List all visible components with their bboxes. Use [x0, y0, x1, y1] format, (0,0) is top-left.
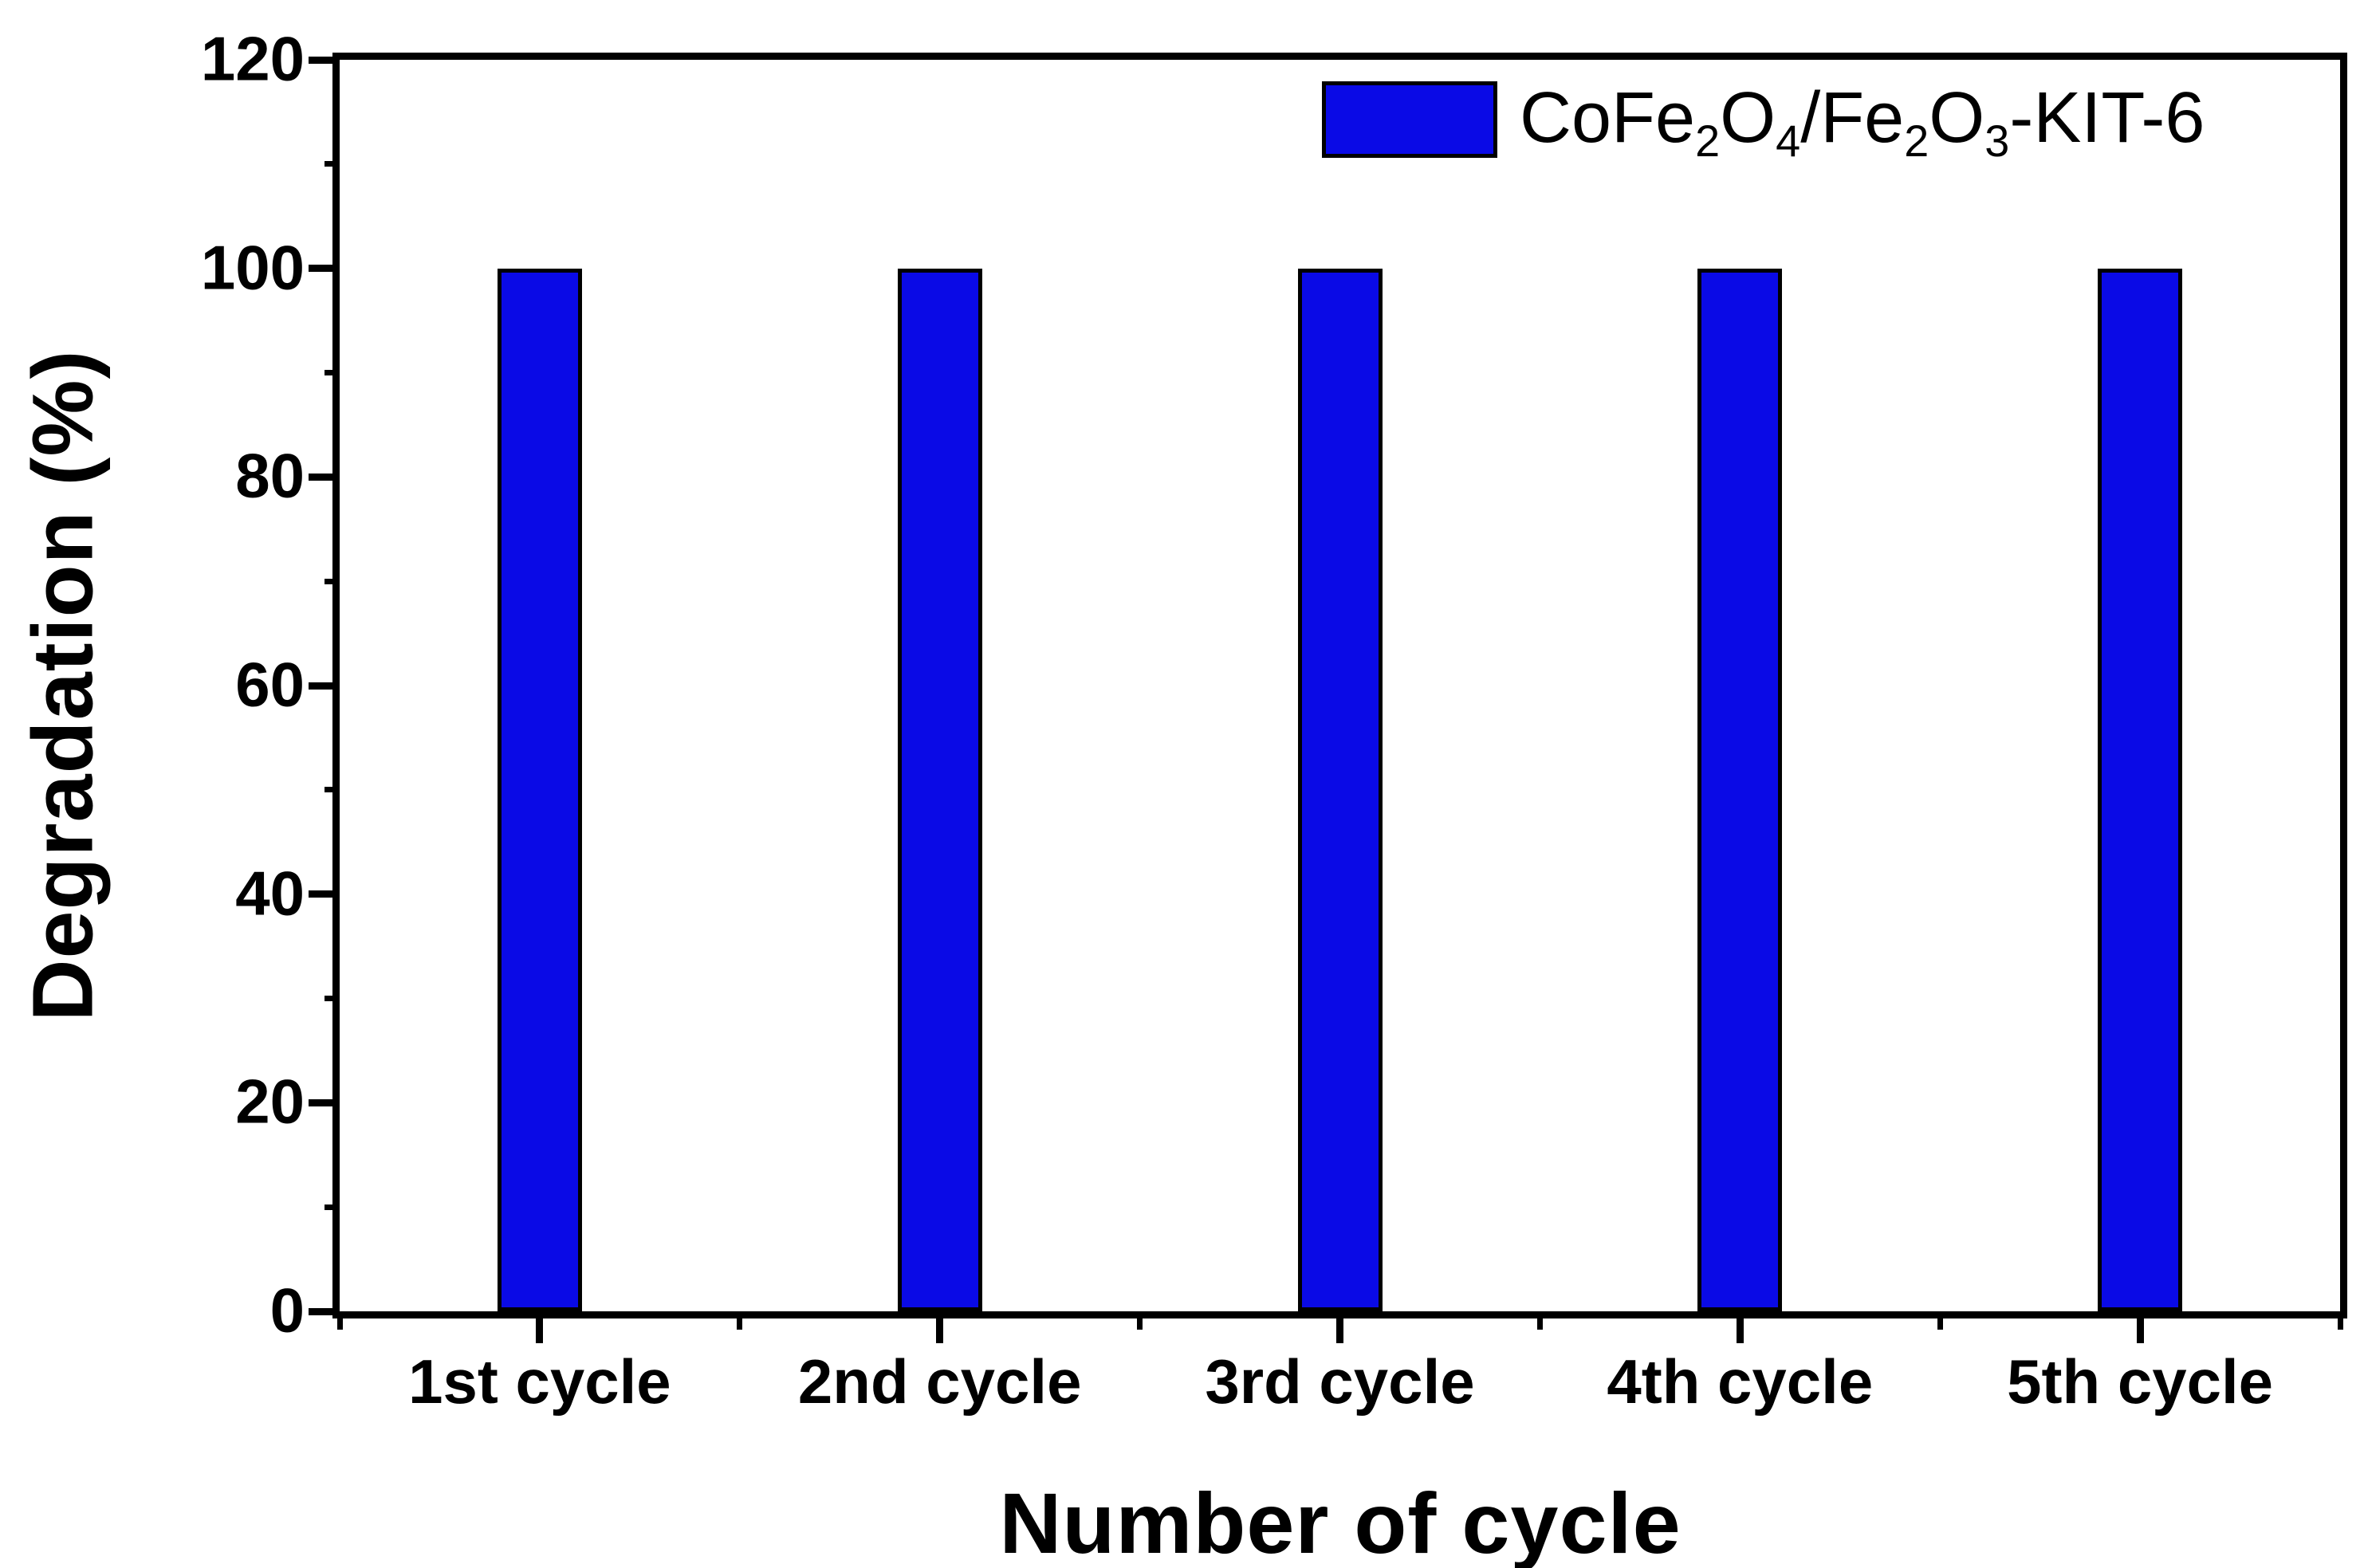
y-major-tick [309, 265, 340, 273]
x-minor-tick [1937, 1315, 1943, 1330]
x-major-tick [1336, 1315, 1343, 1343]
x-tick-label: 4th cycle [1607, 1346, 1874, 1417]
bar [1297, 268, 1383, 1311]
x-axis-title: Number of cycle [999, 1475, 1682, 1568]
legend-label-text: CoFe [1520, 78, 1696, 158]
x-minor-tick [1137, 1315, 1143, 1330]
y-tick-label: 120 [200, 23, 305, 94]
y-major-tick [309, 56, 340, 64]
y-tick-label: 40 [235, 858, 305, 929]
y-tick-label: 20 [235, 1066, 305, 1137]
y-major-tick [309, 473, 340, 481]
x-major-tick [2136, 1315, 2144, 1343]
x-major-tick [1736, 1315, 1744, 1343]
x-minor-tick [2337, 1315, 2343, 1330]
x-major-tick [536, 1315, 544, 1343]
y-tick-label: 60 [235, 649, 305, 720]
y-major-tick [309, 682, 340, 690]
y-minor-tick [325, 996, 340, 1001]
legend-swatch [1322, 81, 1497, 158]
legend-label-subscript: 2 [1695, 115, 1721, 166]
legend-label-subscript: 4 [1776, 115, 1801, 166]
legend-label-text: O [1929, 78, 1985, 158]
y-minor-tick [325, 161, 340, 167]
y-minor-tick [325, 370, 340, 375]
y-major-tick [309, 890, 340, 898]
x-tick-label: 5th cycle [2007, 1346, 2274, 1417]
x-tick-label: 1st cycle [408, 1346, 671, 1417]
bar [497, 268, 582, 1311]
x-minor-tick [336, 1315, 343, 1330]
y-minor-tick [325, 1204, 340, 1210]
legend-label-text: -KIT-6 [2009, 78, 2205, 158]
legend-label-text: /Fe [1800, 78, 1905, 158]
y-major-tick [309, 1307, 340, 1315]
y-minor-tick [325, 787, 340, 793]
y-tick-label: 0 [269, 1275, 305, 1346]
x-major-tick [936, 1315, 944, 1343]
x-minor-tick [1536, 1315, 1543, 1330]
bar [897, 268, 982, 1311]
x-minor-tick [737, 1315, 743, 1330]
y-tick-label: 80 [235, 440, 305, 511]
legend-label-subscript: 2 [1904, 115, 1929, 166]
bar [2098, 268, 2183, 1311]
x-tick-label: 3rd cycle [1205, 1346, 1475, 1417]
y-tick-label: 100 [200, 232, 305, 303]
legend-label-subscript: 3 [1984, 115, 2010, 166]
bar [1697, 268, 1783, 1311]
legend-label-text: O [1720, 78, 1776, 158]
legend-label: CoFe2O4/Fe2O3-KIT-6 [1520, 82, 2205, 163]
y-minor-tick [325, 578, 340, 584]
y-major-tick [309, 1098, 340, 1106]
x-tick-label: 2nd cycle [797, 1346, 1082, 1417]
